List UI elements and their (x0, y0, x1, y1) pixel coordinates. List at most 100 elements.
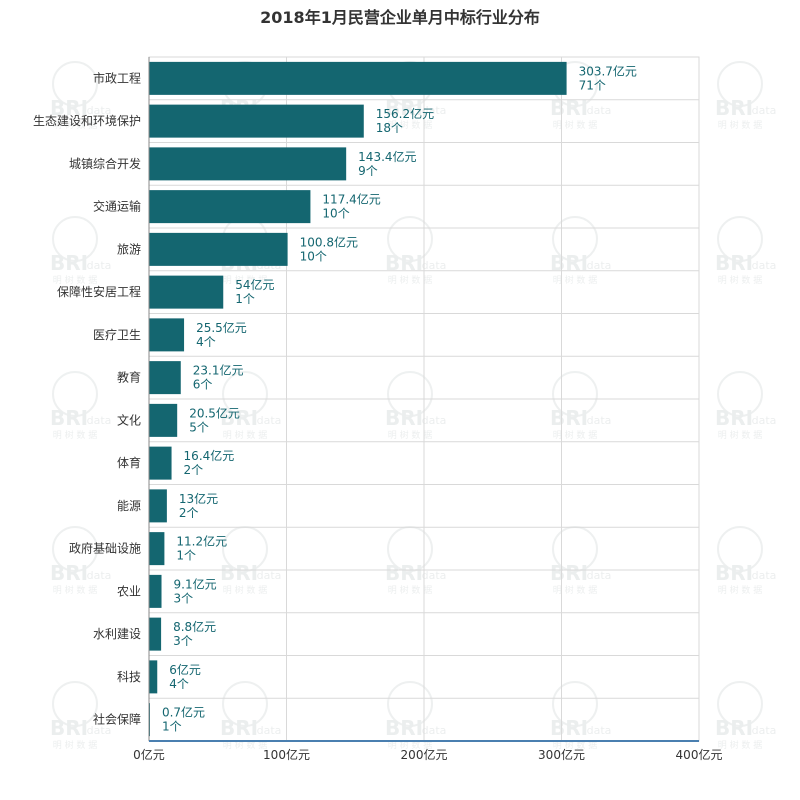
svg-text:明 树 数 据: 明 树 数 据 (718, 429, 763, 441)
value-label: 156.2亿元 (376, 106, 434, 121)
svg-text:BRI: BRI (385, 561, 423, 585)
value-label: 9.1亿元 (174, 576, 217, 591)
category-label: 能源 (117, 499, 141, 513)
svg-text:data: data (752, 414, 777, 427)
bar (149, 489, 167, 523)
bar (149, 275, 224, 309)
count-label: 9个 (358, 164, 378, 178)
count-label: 4个 (196, 335, 216, 349)
svg-text:BRI: BRI (385, 251, 423, 275)
bar (149, 532, 165, 566)
x-tick-label: 100亿元 (263, 747, 310, 762)
x-tick-label: 0亿元 (133, 747, 165, 762)
svg-text:明 树 数 据: 明 树 数 据 (553, 584, 598, 596)
svg-text:BRI: BRI (715, 561, 753, 585)
svg-text:data: data (587, 259, 612, 272)
category-label: 城镇综合开发 (69, 156, 141, 171)
svg-text:BRI: BRI (715, 251, 753, 275)
count-label: 10个 (322, 207, 349, 221)
bar (149, 617, 162, 651)
svg-text:BRI: BRI (550, 561, 588, 585)
svg-text:data: data (422, 414, 447, 427)
svg-text:data: data (752, 724, 777, 737)
svg-text:data: data (87, 259, 112, 272)
svg-text:BRI: BRI (50, 96, 88, 120)
value-label: 6亿元 (169, 662, 201, 677)
svg-text:data: data (587, 414, 612, 427)
category-label: 科技 (117, 670, 141, 684)
bars-layer (149, 61, 567, 737)
svg-text:BRI: BRI (715, 406, 753, 430)
svg-text:明 树 数 据: 明 树 数 据 (53, 584, 98, 596)
bar (149, 574, 162, 608)
value-label: 16.4亿元 (184, 448, 235, 463)
category-label: 市政工程 (93, 70, 141, 85)
svg-text:data: data (422, 724, 447, 737)
svg-text:明 树 数 据: 明 树 数 据 (223, 429, 268, 441)
svg-text:BRI: BRI (50, 561, 88, 585)
svg-text:BRI: BRI (220, 561, 258, 585)
svg-text:data: data (587, 104, 612, 117)
category-label: 文化 (117, 412, 141, 427)
value-label: 23.1亿元 (193, 363, 244, 378)
bar (149, 232, 288, 266)
value-label: 54亿元 (235, 277, 274, 292)
svg-text:明 树 数 据: 明 树 数 据 (388, 429, 433, 441)
svg-text:BRI: BRI (550, 716, 588, 740)
svg-text:BRI: BRI (50, 406, 88, 430)
value-label: 100.8亿元 (300, 234, 358, 249)
svg-text:明 树 数 据: 明 树 数 据 (718, 274, 763, 286)
value-label: 8.8亿元 (173, 619, 216, 634)
svg-text:BRI: BRI (220, 406, 258, 430)
bar (149, 361, 181, 395)
svg-text:data: data (422, 104, 447, 117)
svg-text:明 树 数 据: 明 树 数 据 (53, 739, 98, 751)
svg-text:明 树 数 据: 明 树 数 据 (388, 584, 433, 596)
svg-text:data: data (257, 414, 282, 427)
svg-text:明 树 数 据: 明 树 数 据 (553, 274, 598, 286)
svg-text:BRI: BRI (550, 406, 588, 430)
svg-text:data: data (587, 724, 612, 737)
svg-text:BRI: BRI (50, 716, 88, 740)
count-label: 5个 (189, 420, 209, 434)
category-label: 教育 (117, 370, 141, 385)
bar (149, 403, 178, 437)
category-label: 旅游 (117, 242, 141, 256)
svg-text:data: data (752, 104, 777, 117)
bar (149, 147, 347, 181)
svg-text:data: data (257, 724, 282, 737)
count-label: 3个 (174, 591, 194, 605)
x-tick-label: 200亿元 (401, 747, 448, 762)
category-label: 交通运输 (93, 199, 141, 214)
value-label: 117.4亿元 (322, 192, 380, 207)
svg-text:明 树 数 据: 明 树 数 据 (53, 274, 98, 286)
svg-text:明 树 数 据: 明 树 数 据 (718, 739, 763, 751)
value-label: 25.5亿元 (196, 320, 247, 335)
bar (149, 446, 172, 480)
svg-text:data: data (752, 259, 777, 272)
count-label: 2个 (179, 506, 199, 520)
svg-text:明 树 数 据: 明 树 数 据 (223, 584, 268, 596)
svg-text:BRI: BRI (715, 716, 753, 740)
svg-text:明 树 数 据: 明 树 数 据 (718, 119, 763, 131)
svg-text:明 树 数 据: 明 树 数 据 (53, 119, 98, 131)
category-label: 生态建设和环境保护 (33, 113, 141, 128)
category-label: 水利建设 (93, 627, 141, 641)
